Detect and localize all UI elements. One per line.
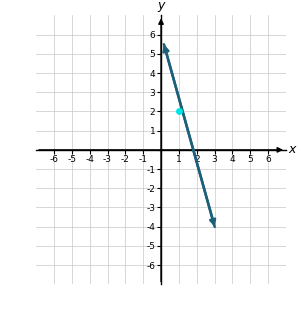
Text: y: y bbox=[157, 0, 165, 12]
Text: x: x bbox=[289, 143, 296, 156]
